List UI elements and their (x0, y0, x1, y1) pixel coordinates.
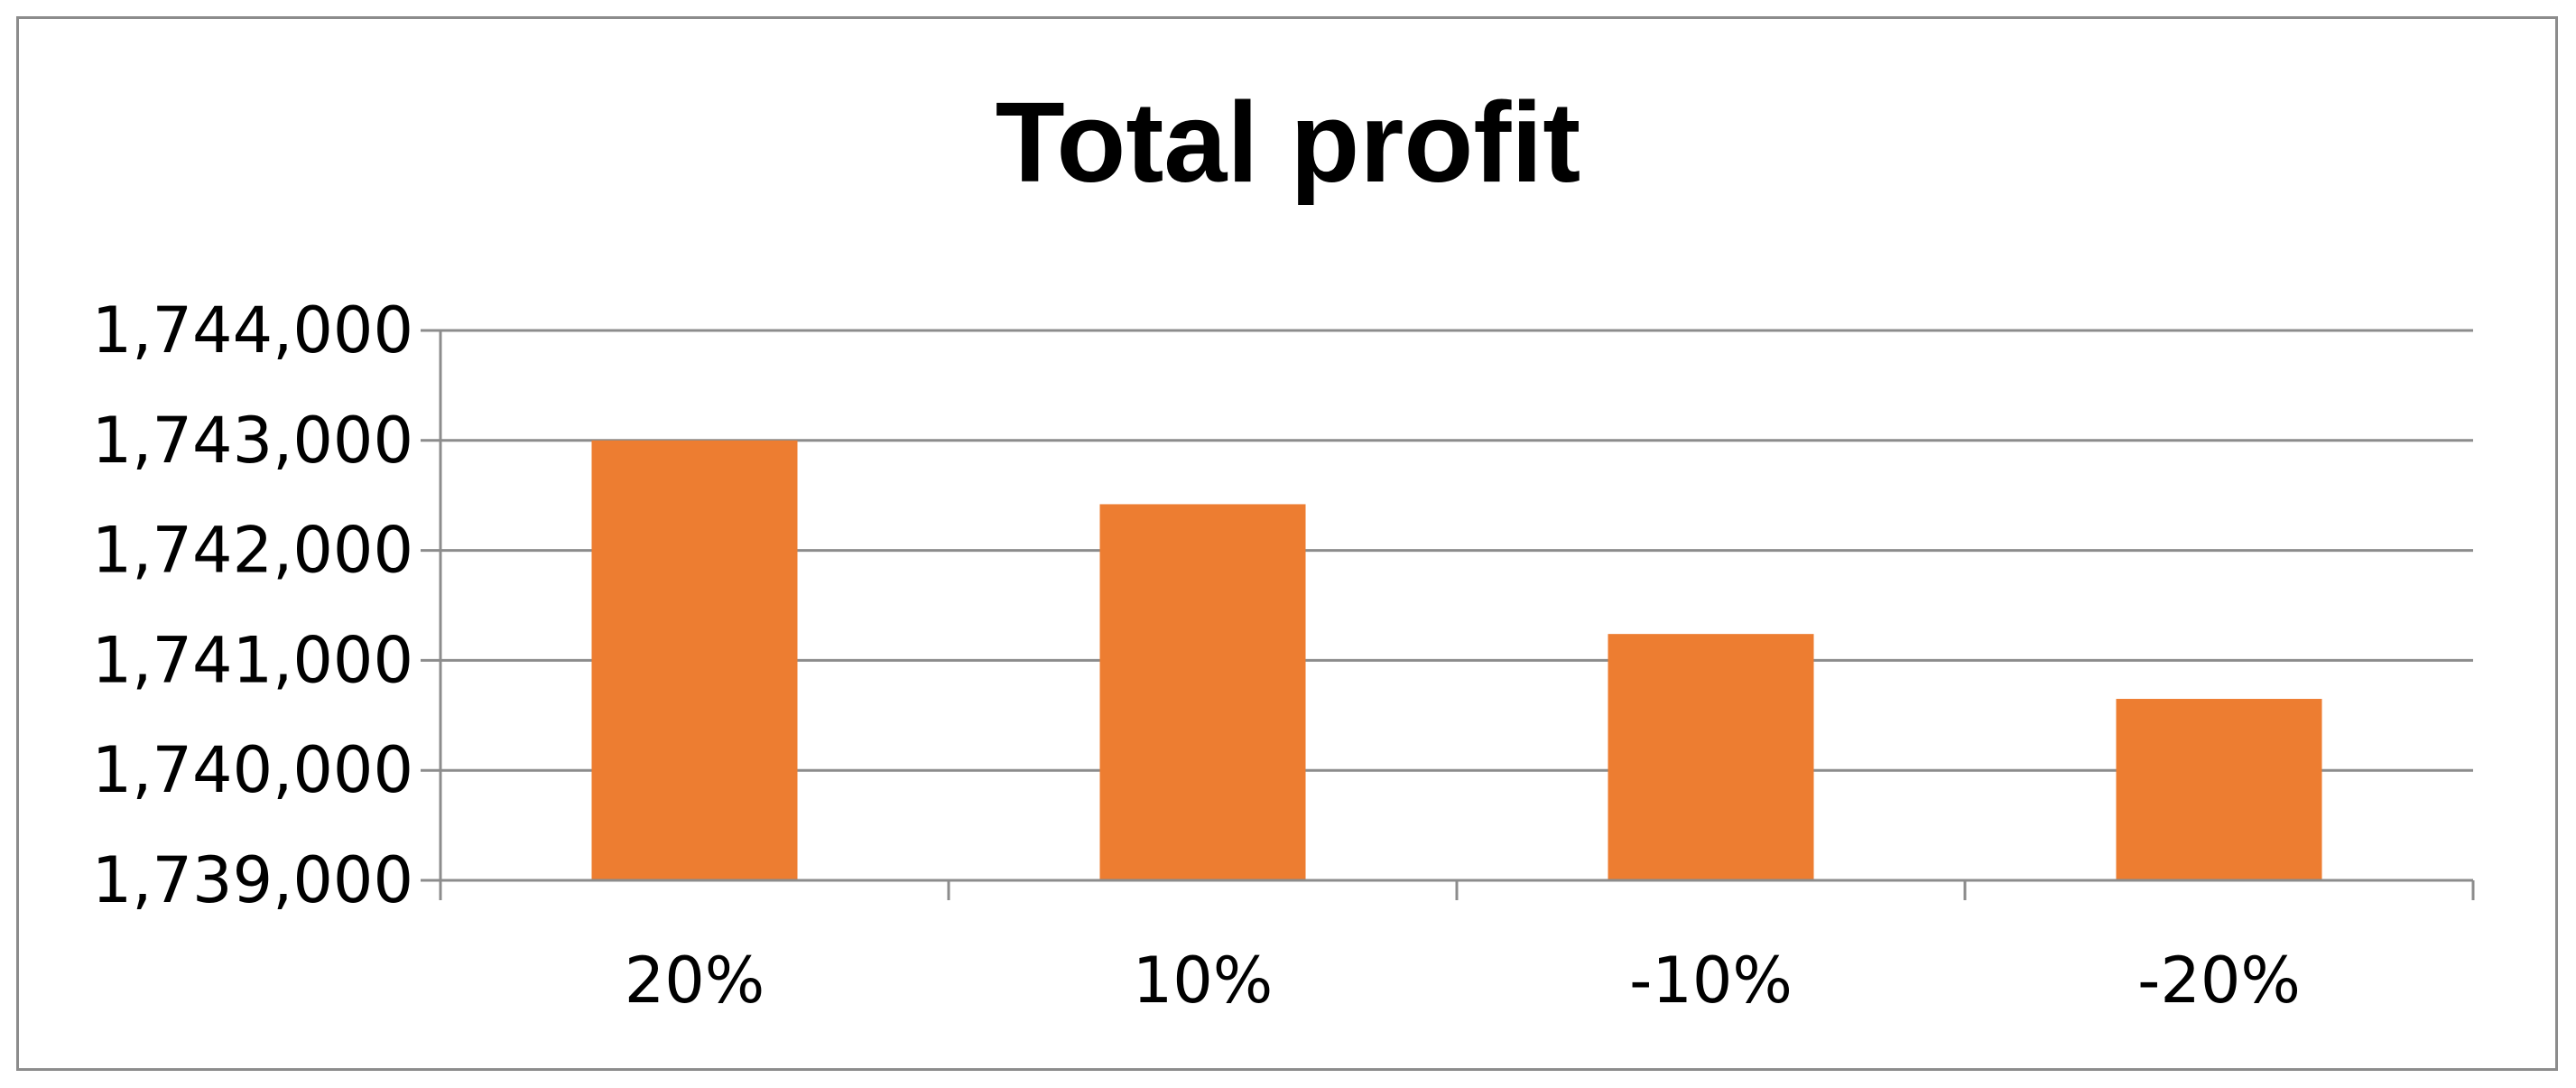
bar (2116, 699, 2322, 880)
y-tick-label: 1,743,000 (92, 404, 413, 478)
y-tick-label: 1,741,000 (92, 623, 413, 697)
y-tick-label: 1,740,000 (92, 733, 413, 807)
bar (591, 440, 798, 880)
x-tick-label: -10% (1629, 944, 1793, 1018)
chart-title: Total profit (995, 79, 1581, 206)
bar (1099, 504, 1306, 880)
axes (421, 329, 2475, 900)
y-tick-label: 1,744,000 (92, 293, 413, 367)
x-tick-label: -20% (2137, 944, 2301, 1018)
x-tick-label: 20% (625, 944, 765, 1018)
y-tick-label: 1,742,000 (92, 514, 413, 588)
x-tick-label: 10% (1133, 944, 1274, 1018)
bar (1608, 634, 1814, 880)
y-tick-label: 1,739,000 (92, 843, 413, 917)
bars (591, 440, 2322, 880)
tick-labels: 1,739,000 1,740,000 1,741,000 1,742,000 1,74… (92, 293, 2301, 1018)
